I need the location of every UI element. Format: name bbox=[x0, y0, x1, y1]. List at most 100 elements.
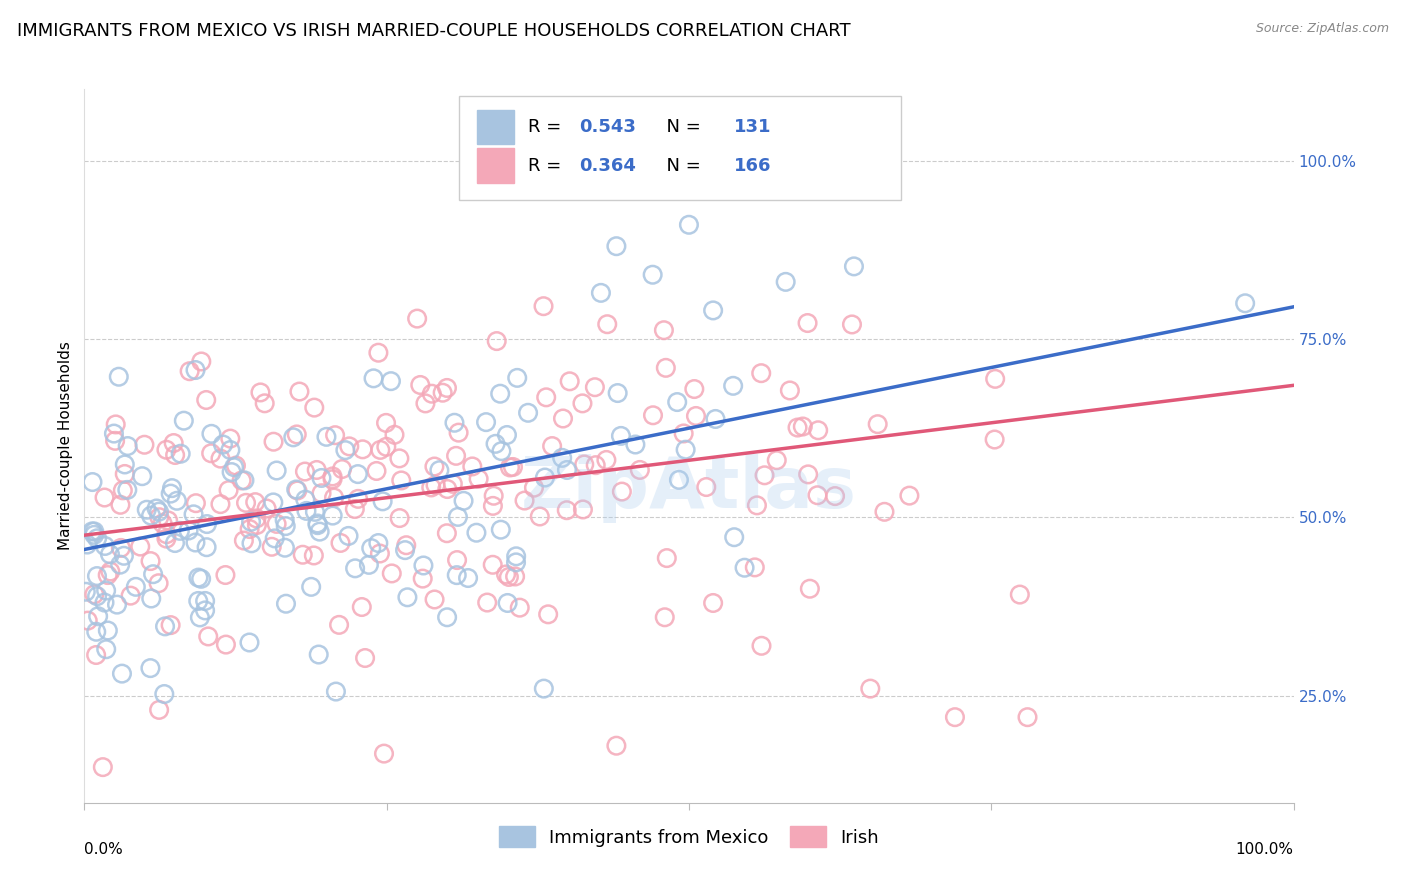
Point bbox=[209, 451, 232, 466]
Point bbox=[441, 476, 464, 491]
Point bbox=[183, 508, 205, 522]
Point bbox=[534, 390, 557, 404]
Point bbox=[984, 372, 1007, 386]
Point bbox=[75, 584, 97, 599]
Point bbox=[503, 569, 526, 583]
Point bbox=[389, 474, 412, 488]
Point bbox=[498, 570, 520, 584]
Point bbox=[396, 591, 419, 605]
Point bbox=[153, 619, 176, 633]
Point bbox=[134, 438, 156, 452]
Point bbox=[305, 463, 328, 477]
Point bbox=[350, 600, 373, 615]
Point bbox=[170, 447, 193, 461]
Point bbox=[366, 464, 388, 478]
Point bbox=[678, 218, 700, 232]
Point bbox=[219, 432, 242, 446]
Point bbox=[467, 472, 489, 486]
Point bbox=[537, 607, 560, 622]
Point bbox=[1234, 296, 1257, 310]
Point bbox=[453, 493, 475, 508]
Text: 100.0%: 100.0% bbox=[1236, 842, 1294, 857]
Point bbox=[179, 364, 201, 378]
Text: 0.543: 0.543 bbox=[579, 118, 636, 136]
Point bbox=[86, 589, 108, 603]
Point bbox=[129, 540, 152, 554]
Point bbox=[295, 504, 318, 518]
Point bbox=[114, 467, 136, 481]
Point bbox=[513, 493, 536, 508]
Text: Source: ZipAtlas.com: Source: ZipAtlas.com bbox=[1256, 22, 1389, 36]
Point bbox=[685, 409, 707, 423]
Point bbox=[104, 417, 127, 432]
Point bbox=[595, 453, 617, 467]
Point bbox=[423, 459, 446, 474]
Point bbox=[363, 371, 385, 385]
Point bbox=[482, 489, 505, 503]
Point bbox=[194, 603, 217, 617]
Point bbox=[283, 430, 305, 444]
Point bbox=[983, 433, 1005, 447]
Point bbox=[775, 275, 797, 289]
Point bbox=[142, 567, 165, 582]
Point bbox=[294, 465, 316, 479]
Text: R =: R = bbox=[529, 157, 567, 175]
Point bbox=[218, 483, 240, 498]
Point bbox=[302, 549, 325, 563]
Point bbox=[177, 524, 200, 538]
Point bbox=[641, 268, 664, 282]
Point bbox=[274, 541, 297, 555]
Point bbox=[571, 396, 593, 410]
Point bbox=[82, 475, 104, 489]
Point bbox=[148, 703, 170, 717]
Point bbox=[354, 651, 377, 665]
Point bbox=[551, 450, 574, 465]
Point bbox=[87, 609, 110, 624]
Point bbox=[695, 480, 717, 494]
Point bbox=[624, 437, 647, 451]
Point bbox=[807, 423, 830, 437]
Point bbox=[195, 392, 218, 407]
Point bbox=[190, 572, 212, 586]
Point bbox=[225, 458, 247, 473]
Point bbox=[307, 516, 329, 531]
Point bbox=[245, 511, 267, 525]
Text: 166: 166 bbox=[734, 157, 770, 175]
Point bbox=[287, 483, 309, 498]
Point bbox=[388, 451, 411, 466]
Point bbox=[799, 582, 821, 596]
Point bbox=[114, 458, 136, 472]
Point bbox=[367, 536, 389, 550]
Legend: Immigrants from Mexico, Irish: Immigrants from Mexico, Irish bbox=[491, 819, 887, 855]
Point bbox=[436, 526, 458, 541]
Point bbox=[505, 549, 527, 564]
Point bbox=[155, 532, 177, 546]
Point bbox=[163, 536, 186, 550]
Point bbox=[461, 459, 484, 474]
Point bbox=[308, 524, 330, 539]
Point bbox=[253, 396, 276, 410]
Point bbox=[859, 681, 882, 696]
Point bbox=[169, 524, 191, 538]
Point bbox=[329, 536, 352, 550]
Point bbox=[141, 591, 163, 606]
Point bbox=[589, 285, 612, 300]
Point bbox=[496, 428, 519, 442]
Point bbox=[683, 382, 706, 396]
Point bbox=[506, 371, 529, 385]
Point bbox=[288, 384, 311, 399]
Point bbox=[105, 598, 128, 612]
Point bbox=[190, 354, 212, 368]
Point bbox=[200, 446, 222, 460]
Point bbox=[94, 539, 117, 553]
Point bbox=[84, 624, 107, 639]
Point bbox=[723, 530, 745, 544]
Point bbox=[263, 532, 285, 546]
Point bbox=[668, 473, 690, 487]
Point bbox=[135, 502, 157, 516]
Point bbox=[425, 478, 447, 492]
Point bbox=[721, 379, 744, 393]
Point bbox=[628, 463, 651, 477]
Point bbox=[311, 471, 333, 485]
Point bbox=[1008, 588, 1031, 602]
